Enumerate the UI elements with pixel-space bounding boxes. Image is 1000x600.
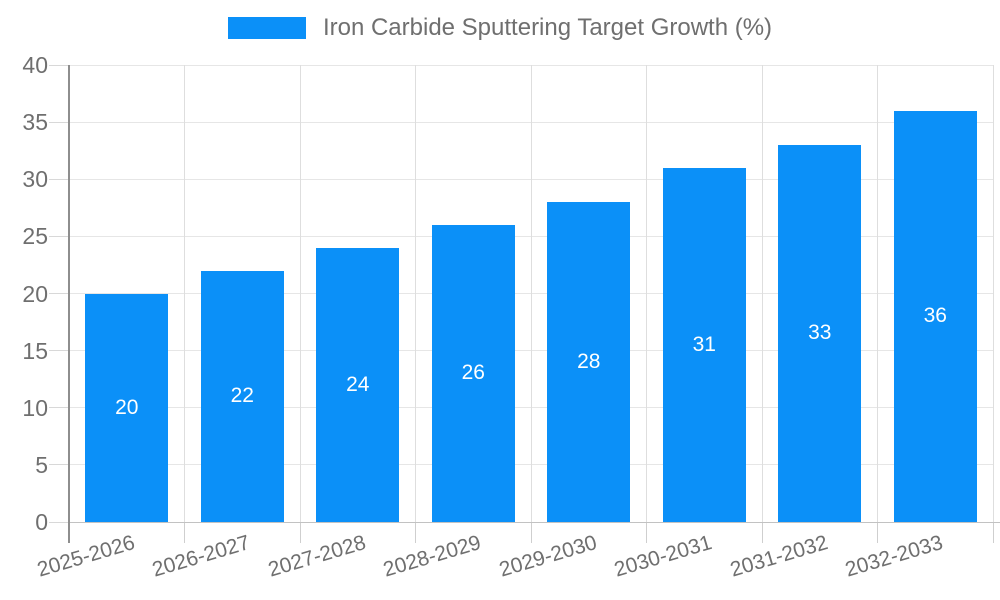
x-axis-tick (992, 522, 994, 543)
x-axis-tick (530, 522, 532, 543)
bar-value-label: 24 (346, 372, 370, 396)
grid-line-vertical (415, 65, 416, 522)
x-axis-line (69, 521, 1000, 523)
y-axis-tick-label: 15 (22, 337, 48, 364)
y-axis-tick (49, 178, 69, 180)
x-axis-tick (877, 522, 878, 543)
bar-value-label: 36 (923, 304, 947, 328)
y-axis-tick-label: 0 (35, 509, 48, 535)
bar-value-label: 20 (115, 395, 139, 419)
legend: Iron Carbide Sputtering Target Growth (%… (0, 14, 1000, 42)
x-axis-tick (415, 522, 416, 543)
bar-value-label: 33 (808, 321, 832, 345)
y-axis-tick-label: 35 (22, 109, 48, 136)
bar: 28 (547, 202, 631, 522)
grid-line-vertical (761, 65, 763, 522)
y-axis-tick-label: 10 (22, 394, 48, 421)
y-axis-tick (49, 293, 69, 294)
x-axis-tick (184, 522, 185, 543)
bar-value-label: 22 (230, 384, 254, 408)
y-axis-tick-label: 5 (35, 451, 48, 478)
bar-value-label: 26 (461, 361, 485, 385)
y-axis-tick (49, 464, 69, 466)
x-axis-tick (299, 522, 301, 543)
y-axis-line (68, 65, 70, 543)
grid-line-vertical (530, 65, 532, 522)
y-axis-tick-label: 30 (22, 166, 48, 193)
bar: 31 (662, 167, 746, 522)
x-axis-tick (761, 522, 763, 543)
bar: 33 (778, 144, 862, 522)
grid-line-vertical (299, 65, 301, 522)
bar: 22 (200, 270, 284, 522)
y-axis-tick (49, 235, 69, 237)
y-axis-tick (49, 64, 69, 66)
x-axis-tick (646, 522, 647, 543)
bar-value-label: 31 (692, 332, 716, 356)
bar: 26 (431, 224, 515, 522)
legend-swatch (227, 17, 306, 39)
bar-value-label: 28 (577, 350, 601, 374)
bar: 24 (316, 247, 400, 522)
y-axis-tick (49, 121, 69, 123)
y-axis-tick-label: 25 (22, 223, 48, 250)
y-axis-tick (49, 350, 69, 352)
grid-line-vertical (646, 65, 647, 522)
y-axis-tick-label: 40 (22, 52, 48, 78)
legend-label: Iron Carbide Sputtering Target Growth (%… (322, 14, 773, 41)
grid-line-vertical (184, 65, 185, 522)
grid-line-vertical (877, 65, 878, 522)
bar: 36 (893, 110, 977, 522)
y-axis-tick (49, 407, 69, 409)
y-axis-tick-label: 20 (22, 280, 48, 307)
y-axis-tick (49, 521, 69, 523)
grid-line-vertical (992, 65, 994, 522)
bar: 20 (85, 293, 169, 522)
